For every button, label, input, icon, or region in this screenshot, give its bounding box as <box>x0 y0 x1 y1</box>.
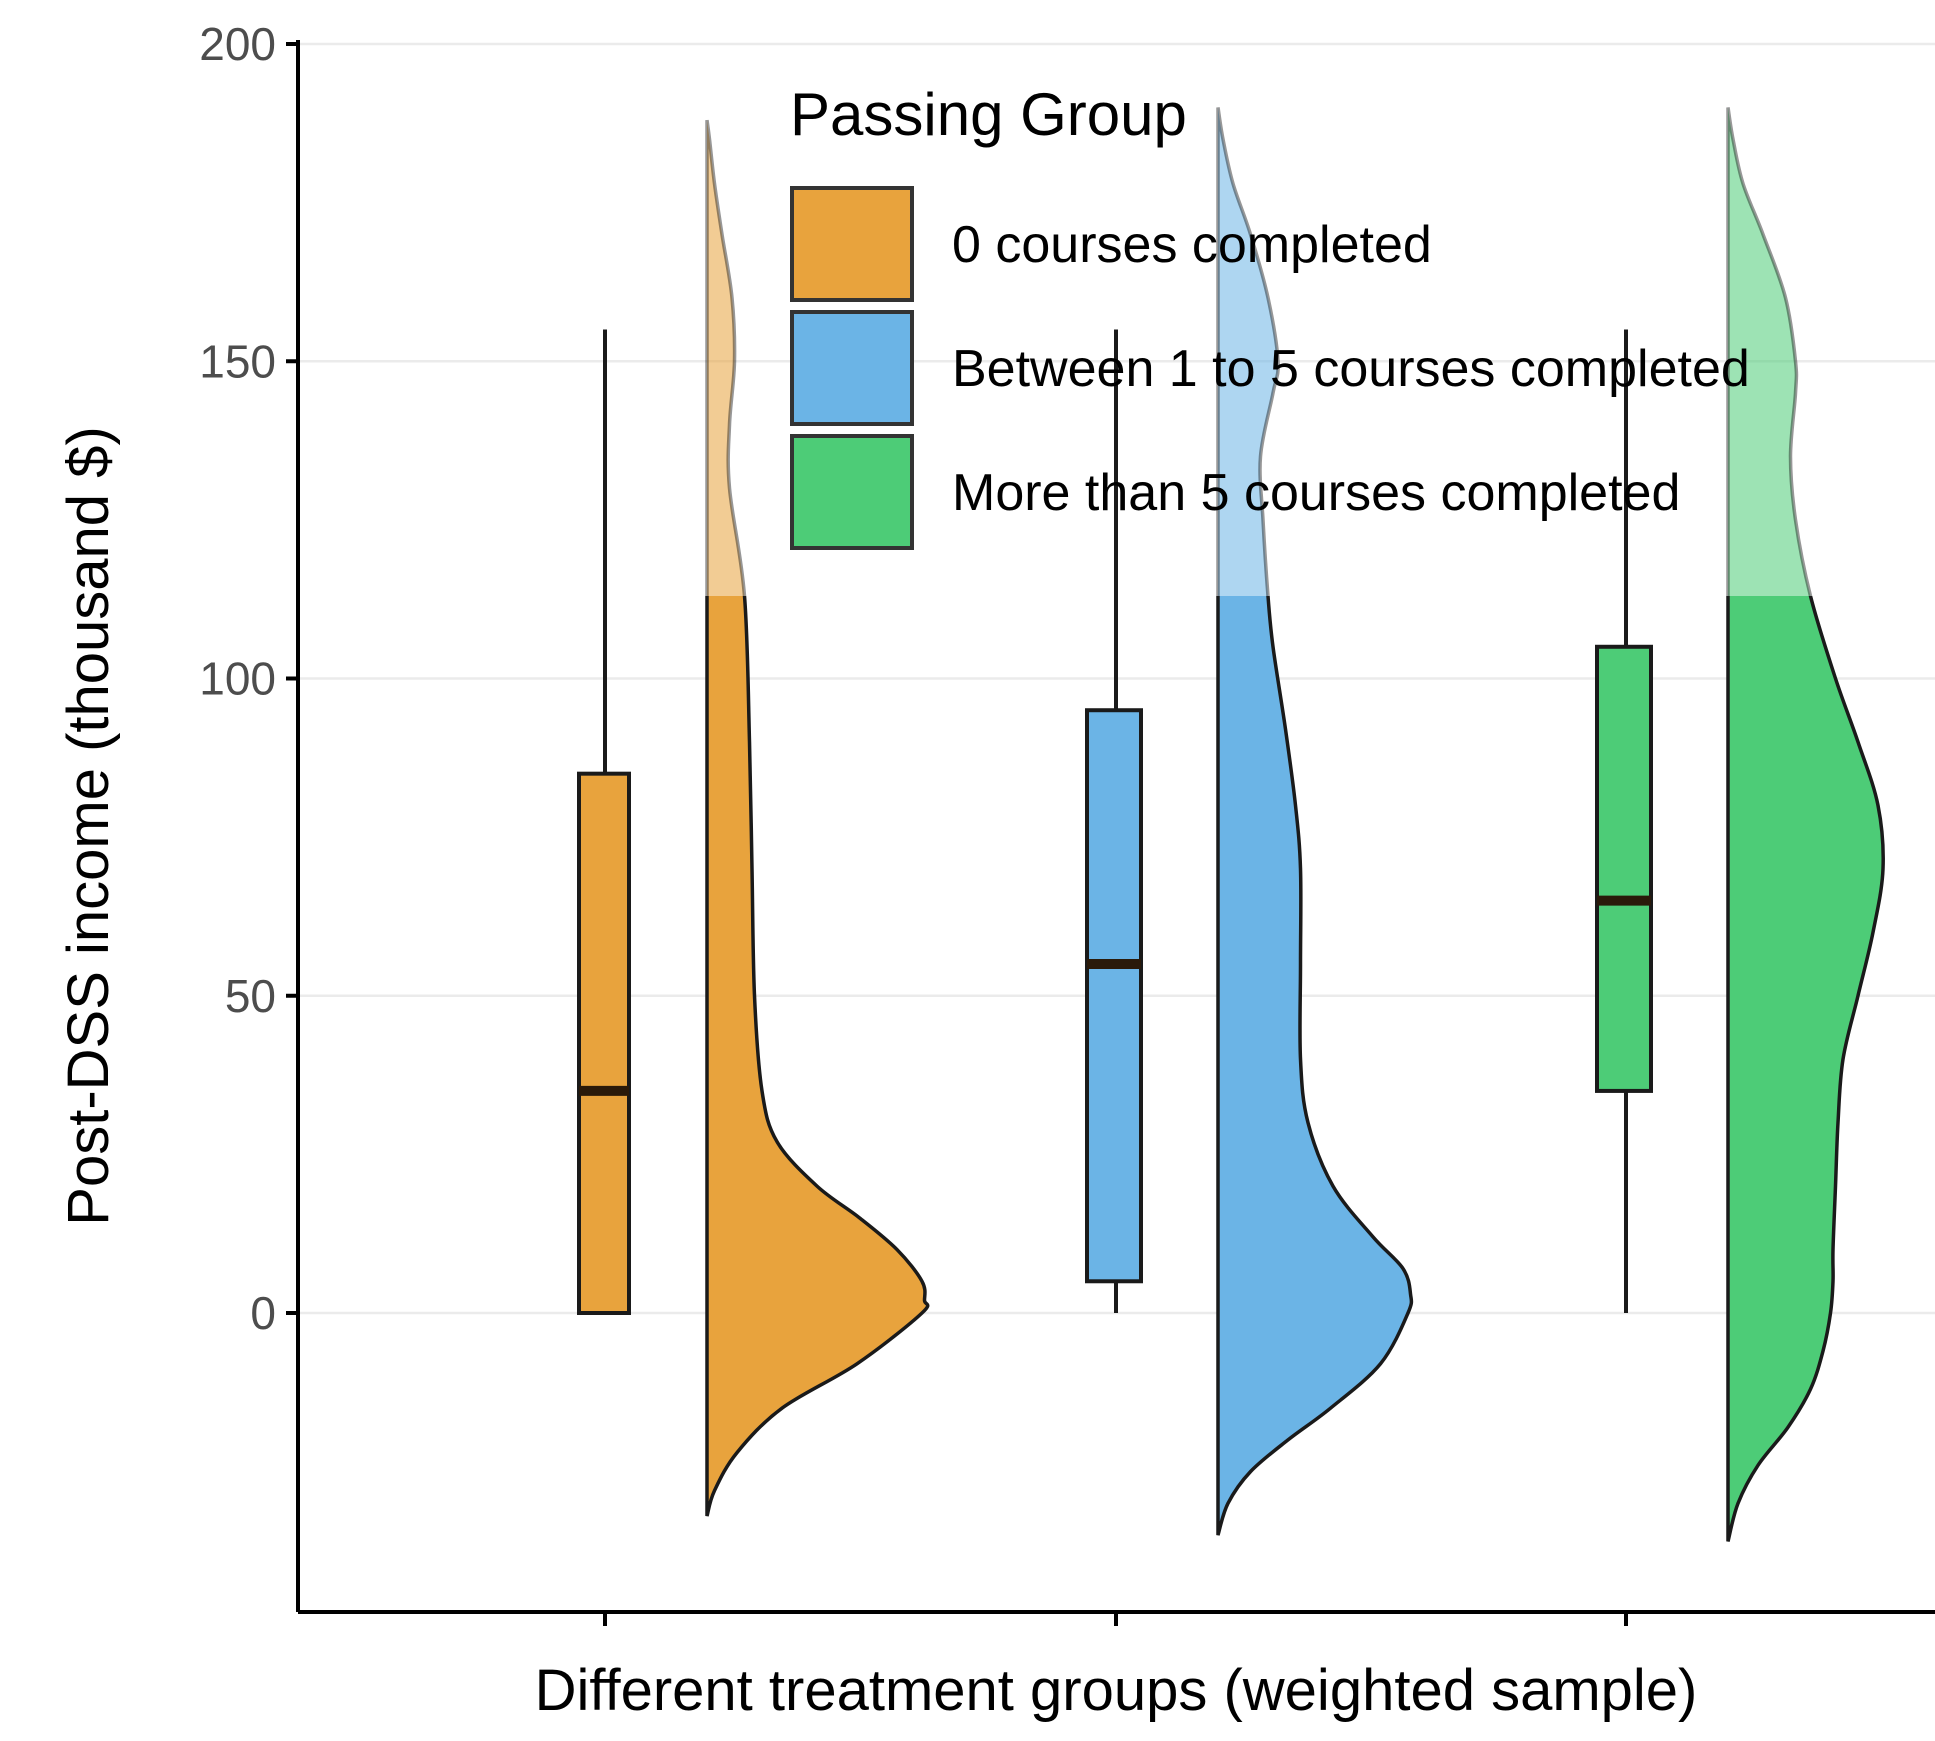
density-faded-1 <box>707 120 745 597</box>
y-tick-label-200: 200 <box>199 18 276 70</box>
series-1 <box>577 119 930 1517</box>
legend: Passing Group 0 courses completed Between… <box>790 81 1750 550</box>
box-2 <box>1085 708 1143 1284</box>
legend-label-2: Between 1 to 5 courses completed <box>952 340 1750 398</box>
legend-label-1: 0 courses completed <box>952 216 1432 274</box>
x-axis-title: Different treatment groups (weighted sam… <box>535 1658 1698 1723</box>
density-outline-faded-3 <box>1726 107 1813 597</box>
legend-key-1 <box>790 186 914 302</box>
density-outline-faded-2 <box>1216 107 1280 597</box>
y-tick-label-0: 0 <box>250 1287 276 1339</box>
y-tick-label-50: 50 <box>225 970 276 1022</box>
legend-title: Passing Group <box>790 81 1187 148</box>
box-3 <box>1595 644 1653 1093</box>
series-3 <box>1595 107 1885 1542</box>
density-2 <box>1218 596 1412 1536</box>
axis-layer: 0 50 100 150 200 <box>199 18 1935 1626</box>
box-1 <box>577 771 631 1315</box>
series-layer <box>577 107 1885 1542</box>
density-outline-3 <box>1726 596 1885 1542</box>
density-3 <box>1728 596 1884 1542</box>
series-2 <box>1085 107 1414 1536</box>
density-1 <box>707 596 928 1517</box>
legend-key-3 <box>790 434 914 550</box>
legend-key-2 <box>790 310 914 426</box>
density-faded-2 <box>1218 107 1279 597</box>
legend-label-3: More than 5 courses completed <box>952 464 1680 522</box>
density-outline-1 <box>705 596 930 1517</box>
density-outline-faded-1 <box>705 119 747 597</box>
y-axis-title: Post-DSS income (thousand $) <box>56 426 121 1225</box>
density-faded-3 <box>1728 107 1811 597</box>
density-outline-2 <box>1216 596 1414 1536</box>
y-tick-label-100: 100 <box>199 653 276 705</box>
y-tick-label-150: 150 <box>199 335 276 387</box>
